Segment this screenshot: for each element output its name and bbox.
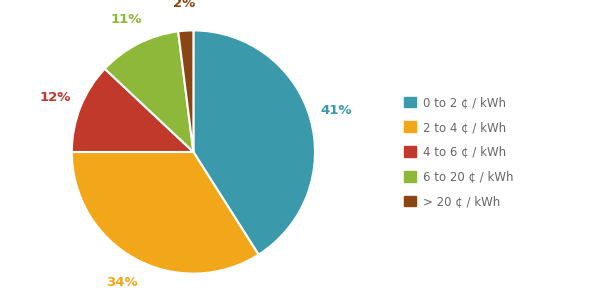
Wedge shape bbox=[105, 31, 193, 152]
Text: 34%: 34% bbox=[106, 275, 138, 288]
Text: 41%: 41% bbox=[320, 104, 352, 117]
Wedge shape bbox=[178, 30, 193, 152]
Legend: 0 to 2 ¢ / kWh, 2 to 4 ¢ / kWh, 4 to 6 ¢ / kWh, 6 to 20 ¢ / kWh, > 20 ¢ / kWh: 0 to 2 ¢ / kWh, 2 to 4 ¢ / kWh, 4 to 6 ¢… bbox=[404, 96, 513, 208]
Wedge shape bbox=[72, 152, 258, 274]
Wedge shape bbox=[193, 30, 315, 255]
Text: 2%: 2% bbox=[173, 0, 195, 10]
Text: 12%: 12% bbox=[40, 91, 71, 104]
Text: 11%: 11% bbox=[111, 13, 142, 26]
Wedge shape bbox=[72, 69, 193, 152]
